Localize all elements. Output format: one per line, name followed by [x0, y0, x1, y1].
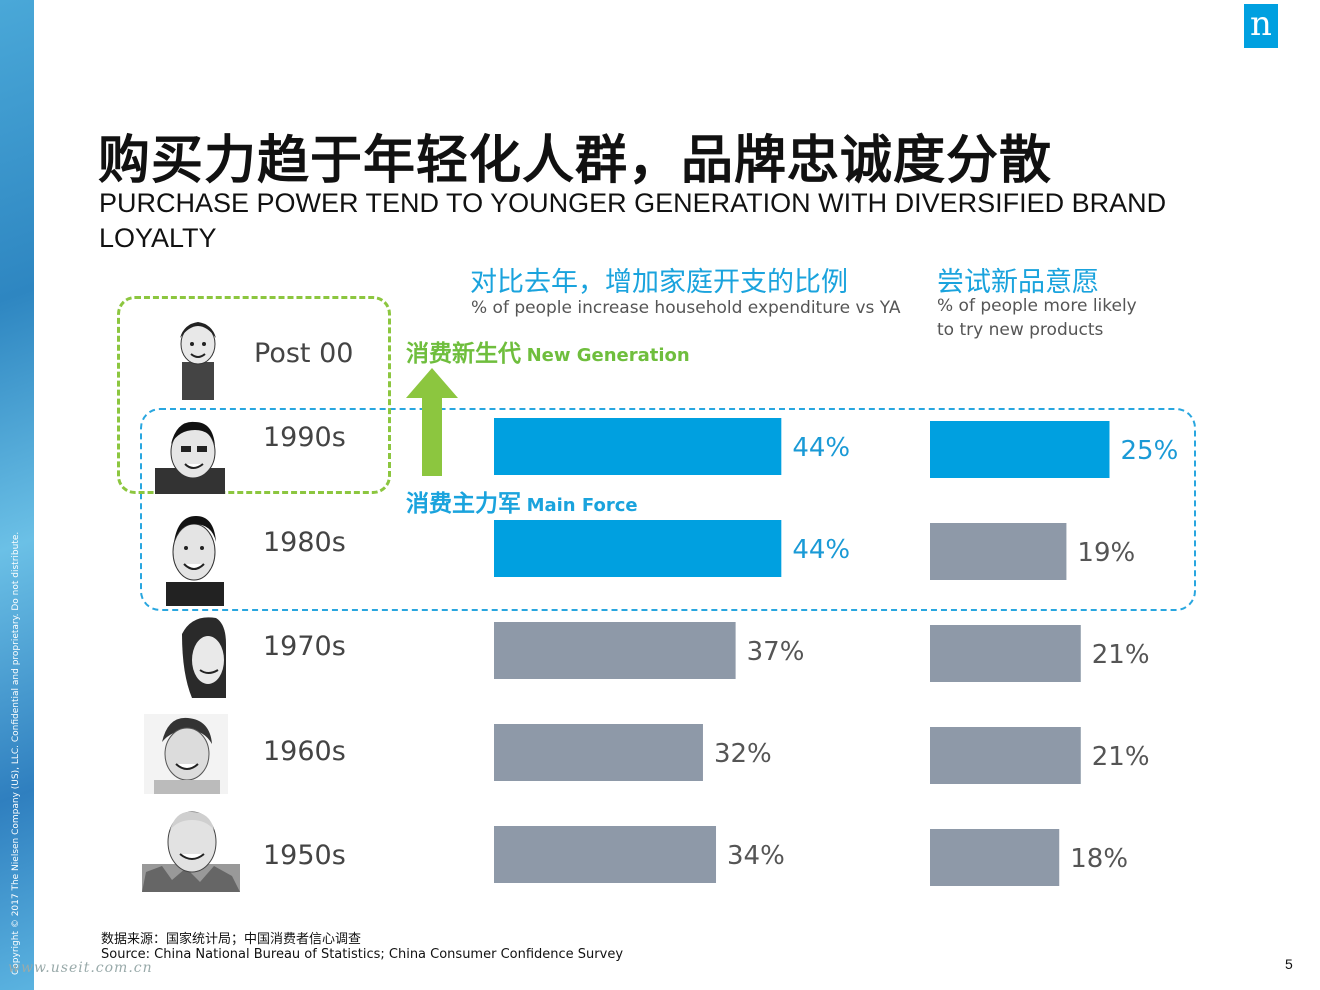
- new-generation-tag-cn: 消费新生代: [406, 341, 521, 367]
- new-generation-tag: 消费新生代 New Generation: [406, 334, 690, 368]
- main-force-tag: 消费主力军 Main Force: [406, 484, 638, 518]
- chart1-bar-1950s: [494, 826, 717, 883]
- generation-label-1950s: 1950s: [263, 840, 346, 871]
- new-generation-tag-en: New Generation: [526, 345, 690, 366]
- title-chinese: 购买力趋于年轻化人群，品牌忠诚度分散: [98, 131, 1053, 191]
- avatar-1960s: [144, 714, 228, 794]
- generation-label-1970s: 1970s: [263, 631, 346, 662]
- side-strip: [0, 0, 34, 990]
- chart1-bar-1980s: [494, 520, 782, 577]
- chart2-bar-1990s: [930, 421, 1110, 478]
- chart2-bar-1960s: [930, 727, 1081, 784]
- chart1-value-label-1950s: 34%: [727, 841, 785, 871]
- chart2-bar-1980s: [930, 523, 1067, 580]
- chart1-value-label-1970s: 37%: [747, 637, 805, 667]
- chart1-bars: 44% 44% 37% 32% 34%: [494, 418, 850, 883]
- avatar-post00: [180, 322, 216, 400]
- chart1-subtitle: % of people increase household expenditu…: [471, 298, 901, 318]
- chart1-bar-1960s: [494, 724, 703, 781]
- chart2-bar-1970s: [930, 625, 1081, 682]
- chart2-bar-1950s: [930, 829, 1060, 886]
- avatar-1950s: [142, 811, 240, 892]
- generation-label-1980s: 1980s: [263, 527, 346, 558]
- chart1-value-label-1980s: 44%: [792, 535, 850, 565]
- new-generation-highlight-box: [117, 296, 391, 494]
- generation-label-1960s: 1960s: [263, 736, 346, 767]
- chart2-value-label-1950s: 18%: [1070, 844, 1128, 874]
- chart2-value-label-1960s: 21%: [1092, 742, 1150, 772]
- chart1-value-label-1990s: 44%: [792, 433, 850, 463]
- chart1-title: 对比去年，增加家庭开支的比例: [470, 267, 848, 298]
- source-english: Source: China National Bureau of Statist…: [101, 947, 624, 962]
- chart2-title: 尝试新品意愿: [937, 267, 1099, 298]
- avatar-1990s: [155, 421, 225, 494]
- chart2-bars: 25% 19% 21% 21% 18%: [930, 421, 1178, 886]
- generation-label-1990s: 1990s: [263, 422, 346, 453]
- source-chinese: 数据来源：国家统计局；中国消费者信心调查: [101, 932, 362, 947]
- chart2-subtitle: % of people more likely to try new produ…: [937, 296, 1137, 340]
- chart1-bar-1970s: [494, 622, 736, 679]
- main-force-highlight-box: [140, 408, 1196, 611]
- nielsen-logo: n: [1244, 4, 1278, 48]
- generation-label-post00: Post 00: [254, 338, 354, 369]
- chart2-value-label-1970s: 21%: [1092, 640, 1150, 670]
- title-english: PURCHASE POWER TEND TO YOUNGER GENERATIO…: [99, 188, 1167, 253]
- chart2-value-label-1990s: 25%: [1121, 436, 1179, 466]
- up-arrow-icon: [406, 368, 458, 476]
- chart1-value-label-1960s: 32%: [714, 739, 772, 769]
- avatar-1970s: [182, 617, 226, 698]
- avatar-1980s: [166, 516, 224, 606]
- chart2-value-label-1980s: 19%: [1077, 538, 1135, 568]
- watermark: www.useit.com.cn: [8, 960, 153, 976]
- main-force-tag-en: Main Force: [526, 495, 638, 516]
- page-number: 5: [1285, 956, 1293, 972]
- chart1-bar-1990s: [494, 418, 782, 475]
- main-force-tag-cn: 消费主力军: [406, 491, 521, 517]
